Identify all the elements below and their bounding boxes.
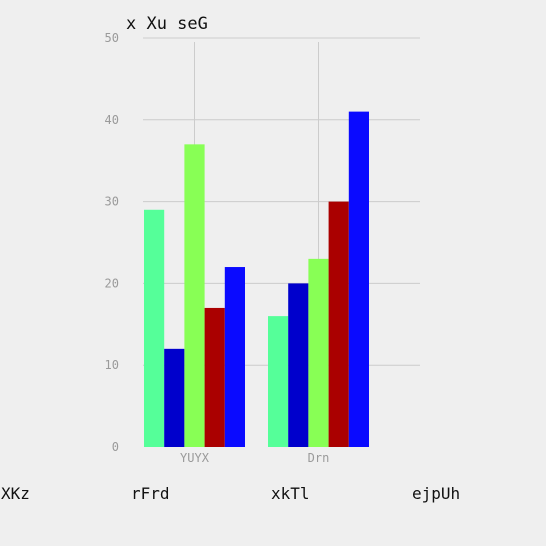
bars: [144, 111, 369, 448]
chart-title: x Xu seG: [126, 14, 208, 34]
y-tick-label: 10: [105, 358, 119, 372]
y-tick-label: 30: [105, 195, 119, 209]
bar: [268, 316, 289, 447]
bar: [204, 307, 225, 447]
bar: [164, 348, 185, 447]
bar: [184, 144, 205, 447]
bar: [328, 201, 349, 447]
bar: [348, 111, 369, 448]
legend-label: XKz: [1, 484, 30, 503]
legend-label: ejpUh: [412, 484, 460, 503]
legend-label: rFrd: [131, 484, 170, 503]
y-tick-label: 0: [112, 440, 119, 454]
y-tick-label: 20: [105, 276, 119, 290]
bar: [308, 258, 329, 447]
axis-ticks: 0 10 20 30 40 50 YUYX Drn: [105, 31, 330, 465]
y-tick-label: 40: [105, 113, 119, 127]
x-tick-label: Drn: [308, 451, 330, 465]
bar: [144, 209, 165, 447]
legend: XKz rFrd xkTl ejpUh: [1, 484, 460, 503]
legend-label: xkTl: [271, 484, 310, 503]
bar: [288, 283, 309, 447]
bar: [224, 267, 245, 447]
x-tick-label: YUYX: [180, 451, 210, 465]
y-tick-label: 50: [105, 31, 119, 45]
